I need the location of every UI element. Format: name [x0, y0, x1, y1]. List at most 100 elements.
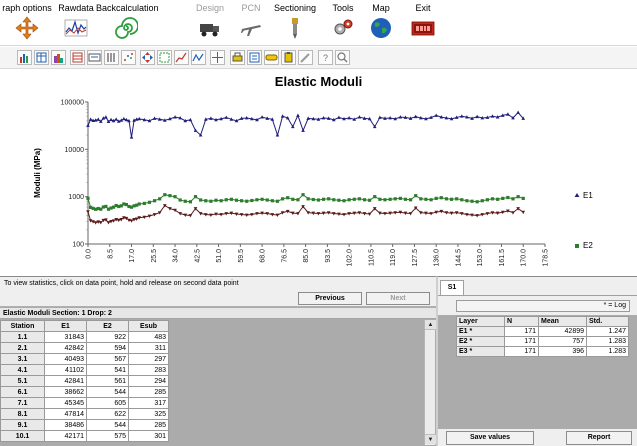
data-point-e1[interactable] — [209, 116, 213, 120]
data-point-e1[interactable] — [495, 115, 500, 119]
data-point-e1[interactable] — [459, 114, 464, 118]
data-point-e2[interactable] — [168, 194, 172, 198]
scroll-up-icon[interactable]: ▲ — [425, 320, 436, 330]
data-point-e2[interactable] — [101, 205, 105, 209]
grid-vertical-scrollbar[interactable]: ▲ ▼ — [424, 320, 436, 445]
value-cell[interactable]: 561 — [86, 375, 129, 387]
data-point-e2[interactable] — [347, 198, 351, 202]
data-point-esub[interactable] — [219, 213, 223, 217]
data-point-esub[interactable] — [173, 208, 177, 213]
report-button[interactable]: Report — [566, 431, 632, 445]
data-point-esub[interactable] — [142, 215, 147, 220]
data-point-esub[interactable] — [134, 217, 139, 221]
data-point-e1[interactable] — [506, 112, 510, 116]
data-point-e1[interactable] — [173, 115, 177, 119]
data-point-e2[interactable] — [219, 199, 223, 203]
data-point-e2[interactable] — [286, 196, 290, 200]
data-point-e2[interactable] — [124, 202, 129, 207]
data-point-e2[interactable] — [260, 197, 264, 201]
value-cell[interactable]: 38662 — [44, 386, 87, 398]
data-point-e1[interactable] — [109, 117, 113, 122]
data-point-e2[interactable] — [114, 203, 118, 208]
data-point-esub[interactable] — [104, 218, 108, 222]
data-point-e2[interactable] — [357, 197, 361, 201]
data-point-e2[interactable] — [470, 199, 474, 203]
data-point-e2[interactable] — [99, 207, 103, 211]
data-point-e1[interactable] — [127, 118, 131, 123]
menu-sectioning[interactable]: Sectioning — [268, 2, 322, 44]
data-point-e2[interactable] — [204, 199, 208, 203]
data-point-esub[interactable] — [234, 212, 239, 217]
data-point-esub[interactable] — [444, 211, 449, 215]
data-point-e1[interactable] — [301, 128, 305, 132]
data-point-e1[interactable] — [439, 115, 444, 119]
data-point-esub[interactable] — [250, 213, 254, 217]
data-point-esub[interactable] — [291, 211, 295, 216]
value-cell[interactable]: 38486 — [44, 419, 87, 431]
data-point-e1[interactable] — [86, 123, 90, 127]
station-cell[interactable]: 4.1 — [0, 364, 45, 376]
value-cell[interactable]: 294 — [128, 375, 169, 387]
data-point-e1[interactable] — [306, 116, 310, 120]
data-point-e1[interactable] — [321, 115, 326, 120]
data-point-e2[interactable] — [373, 195, 377, 199]
grid-button[interactable] — [70, 50, 85, 65]
value-cell[interactable]: 41102 — [44, 364, 87, 376]
data-point-esub[interactable] — [285, 209, 290, 214]
data-point-esub[interactable] — [383, 212, 387, 216]
data-point-e1[interactable] — [270, 117, 275, 121]
data-point-e1[interactable] — [152, 116, 157, 120]
data-point-e1[interactable] — [326, 116, 331, 120]
abc-text-button[interactable] — [87, 50, 102, 65]
data-point-esub[interactable] — [296, 212, 300, 216]
data-point-esub[interactable] — [403, 211, 408, 216]
value-cell[interactable]: 285 — [128, 386, 169, 398]
value-cell[interactable]: 541 — [86, 364, 129, 376]
data-point-e1[interactable] — [124, 117, 129, 122]
station-cell[interactable]: 2.1 — [0, 342, 45, 354]
data-point-e1[interactable] — [296, 113, 300, 117]
data-point-e2[interactable] — [119, 204, 123, 208]
data-point-e2[interactable] — [163, 193, 167, 197]
data-point-esub[interactable] — [388, 211, 392, 216]
data-point-esub[interactable] — [132, 218, 136, 222]
data-point-esub[interactable] — [495, 211, 500, 216]
data-point-e1[interactable] — [449, 116, 454, 121]
data-point-e1[interactable] — [352, 117, 357, 121]
table-row[interactable]: 9.1 38486 544 285 — [0, 419, 169, 431]
data-point-esub[interactable] — [367, 212, 372, 217]
menu-pcn[interactable]: PCN — [236, 2, 266, 44]
data-point-esub[interactable] — [321, 211, 326, 216]
data-point-esub[interactable] — [506, 209, 510, 213]
data-point-e1[interactable] — [342, 116, 346, 121]
data-point-esub[interactable] — [168, 207, 172, 211]
data-point-e2[interactable] — [455, 197, 459, 201]
data-point-e2[interactable] — [240, 199, 244, 203]
data-point-esub[interactable] — [331, 212, 336, 216]
data-point-esub[interactable] — [429, 212, 433, 216]
data-point-e2[interactable] — [129, 205, 134, 209]
data-point-e2[interactable] — [91, 206, 95, 210]
data-point-e1[interactable] — [454, 115, 459, 119]
data-point-e1[interactable] — [91, 118, 95, 122]
data-point-e1[interactable] — [311, 116, 316, 121]
data-point-e2[interactable] — [250, 198, 254, 203]
data-point-e1[interactable] — [147, 118, 152, 123]
save-values-button[interactable]: Save values — [446, 431, 534, 445]
data-point-e1[interactable] — [403, 115, 408, 119]
data-point-e2[interactable] — [388, 197, 392, 201]
value-cell[interactable]: 31843 — [44, 331, 87, 343]
data-point-e2[interactable] — [408, 198, 413, 202]
data-point-e2[interactable] — [94, 207, 98, 211]
data-point-e1[interactable] — [378, 115, 382, 119]
data-point-e1[interactable] — [398, 115, 403, 119]
pencil-button[interactable] — [298, 50, 313, 65]
data-point-e2[interactable] — [511, 197, 515, 201]
data-point-esub[interactable] — [137, 216, 142, 220]
data-point-e2[interactable] — [342, 199, 346, 203]
data-point-esub[interactable] — [116, 218, 121, 223]
data-point-e2[interactable] — [485, 198, 489, 202]
grid-column-header[interactable]: Station — [0, 320, 45, 332]
data-point-e1[interactable] — [419, 115, 423, 120]
data-point-e1[interactable] — [188, 117, 193, 122]
